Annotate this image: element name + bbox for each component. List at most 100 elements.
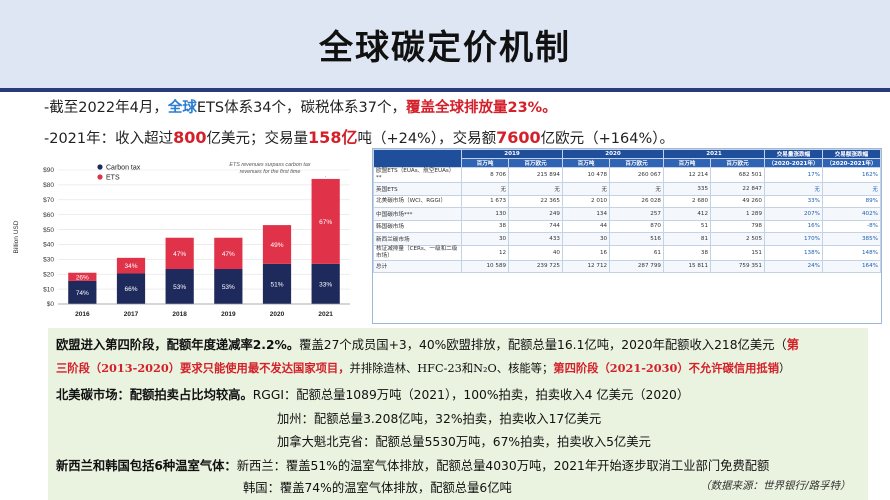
line2-part1: -2021年：收入超过 [44,131,174,147]
table-cell: 38 [460,219,510,233]
table-cell: 287 799 [609,259,664,273]
table-cell: 138% [764,244,823,261]
line2-value: 7600 [496,128,541,147]
table-group-2: 2021 [662,149,766,159]
table-cell: 17% [764,167,823,183]
na-line: 北美碳市场：配额拍卖占比均较高。RGGI：配额总量1089万吨（2021），10… [56,385,689,403]
eu-heading: 欧盟进入第四阶段，配额年度递减率2.2%。 [56,338,300,352]
table-cell: 无 [460,182,510,196]
bar-carbon-tax-2021 [311,263,340,304]
table-cell: 38 [662,244,712,261]
table-row-name: 核证减排量（CERs、一级和二级市场） [373,244,462,261]
table-row: 核证减排量（CERs、一级和二级市场） 12 40 16 61 38 151 138% 148% [373,244,881,261]
ets-table: 2019 2020 2021 交易量涨跌幅 交易额涨跌幅 百万吨 百万欧元 百万吨 百万欧元百… [373,149,881,273]
table-cell: 16 [561,244,611,261]
ets-market-table: 2019 2020 2021 交易量涨跌幅 交易额涨跌幅 百万吨 百万欧元 百万吨 百万欧元百… [372,148,882,324]
table-cell: 61 [609,244,664,261]
table-row-name: 英国ETS [373,182,462,196]
label-carbon-tax-2019: 53% [222,284,235,291]
table-row: 欧盟ETS（EUAs、航空EUAs）** 8 706 215 894 10 478 26… [373,167,881,183]
table-cell: 无 [508,182,563,196]
table-cell: 16% [764,219,823,233]
table-cell: 870 [609,219,664,233]
legend-ets-marker [97,174,103,180]
annotation-line-1: ETS revenues surpass carbon tax [229,162,311,168]
table-row-name: 中国碳市场*** [373,207,462,221]
legend-carbon-tax-marker [97,164,103,170]
title-bar: 全球碳定价机制 [0,0,890,88]
table-cell: 170% [764,232,823,246]
table-cell: 10 589 [460,259,510,273]
table-row: 英国ETS 无无无无 335 22 847 无无 [373,182,881,196]
table-cell: 8 706 [460,167,510,183]
line2-revenue: 800 [173,128,207,147]
table-cell: 1 673 [460,194,510,208]
table-cell: 2 010 [561,194,611,208]
table-cell: 215 894 [508,167,563,183]
eu-exclusions: 并排除造林、HFC-23和N₂O、核能等； [349,362,554,375]
table-cell: 798 [710,219,765,233]
table-cell: 无 [764,182,823,196]
table-cell: 15 811 [662,259,712,273]
x-tick-label: 2020 [270,311,285,318]
label-carbon-tax-2017: 66% [124,286,137,293]
table-cell: 260 067 [609,167,664,183]
table-subheader-7: （2020-2021年） [822,158,881,168]
table-subheader-1: 百万欧元 [508,158,563,168]
table-cell: 2 680 [662,194,712,208]
nzkr-heading: 新西兰和韩国包括6种温室气体： [56,459,237,473]
table-cell: 1 289 [710,207,765,221]
table-cell: 402% [822,207,881,221]
table-cell: 2 505 [710,232,765,246]
table-subheader-3: 百万欧元 [609,158,664,168]
table-cell: 44 [561,219,611,233]
label-ets-2018: 47% [173,251,186,258]
table-cell: 无 [561,182,611,196]
label-ets-2020: 49% [270,242,283,249]
table-cell: 682 501 [710,167,765,183]
legend-carbon-tax: Carbon tax [106,165,141,172]
table-body: 欧盟ETS（EUAs、航空EUAs）** 8 706 215 894 10 478 26… [373,167,881,273]
eu-line-2: 三阶段（2013-2020）要求只能使用最不发达国家项目，并排除造林、HFC-2… [56,360,790,376]
na-quebec: 加拿大魁北克省：配额总量5530万吨，67%拍卖，拍卖收入5亿美元 [277,435,651,449]
na-rggi: RGGI：配额总量1089万吨（2021），100%拍卖，拍卖收入4 亿美元（2… [252,388,690,402]
annotation-line-2: revenues for the first time [240,169,301,175]
table-cell: -8% [822,219,881,233]
table-cell: 26 028 [609,194,664,208]
table-group-3: 交易量涨跌幅 [764,149,823,159]
table-cell: 257 [609,207,664,221]
bar-ets-2018 [165,237,194,270]
table-cell: 无 [609,182,664,196]
x-tick-label: 2021 [318,311,333,318]
label-ets-2016: 26% [76,274,89,281]
data-source: （数据来源：世界银行/路孚特） [700,480,851,492]
table-cell: 49 260 [710,194,765,208]
line2-part5: 吨（+24%），交易额 [357,131,497,147]
table-row: 新西兰碳市场 30 433 30 516 81 2 505 170% 385% [373,232,881,246]
table-row-name: 北美碳市场（WCI、RGGI） [373,194,462,208]
eu-phase3-start: 第 [786,338,800,352]
table-cell: 759 351 [710,259,765,273]
label-ets-2019: 47% [222,251,235,258]
eu-phase4: 第四阶段（2021-2030）不允许碳信用抵销 [553,361,780,375]
table-cell: 24% [764,259,823,273]
table-cell: 249 [508,207,563,221]
table-subheader-2: 百万吨 [561,158,611,168]
summary-line-1: -截至2022年4月，全球ETS体系34个，碳税体系37个，覆盖全球排放量23%… [44,96,557,117]
label-carbon-tax-2021: 33% [319,281,332,288]
table-cell: 148% [822,244,881,261]
page-title: 全球碳定价机制 [319,27,571,68]
y-tick-label: $80 [43,182,54,189]
table-cell: 22 847 [710,182,765,196]
table-cell: 10 478 [561,167,611,183]
table-cell: 40 [508,244,563,261]
table-row: 北美碳市场（WCI、RGGI） 1 673 22 365 2 010 26 028 2 6… [373,194,881,208]
y-tick-label: $40 [43,242,54,249]
table-corner-header [373,149,462,168]
table-subheader-4: 百万吨 [662,158,712,168]
table-cell: 12 214 [662,167,712,183]
nz-detail: 新西兰：覆盖51%的温室气体排放，配额总量4030万吨，2021年开始逐步取消工… [236,459,770,473]
table-cell: 207% [764,207,823,221]
bar-ets-2017 [116,257,146,274]
policy-summary-box [48,328,868,500]
